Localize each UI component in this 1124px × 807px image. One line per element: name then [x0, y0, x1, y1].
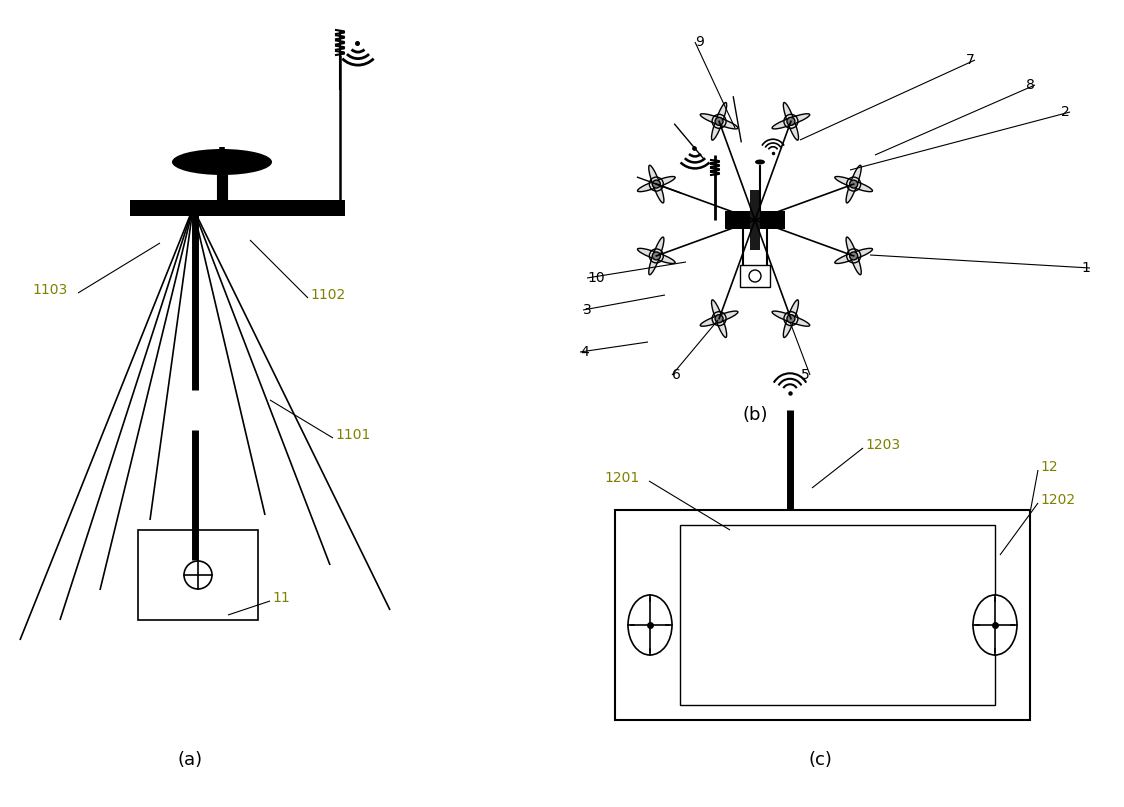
Text: 9: 9 — [695, 35, 704, 49]
Ellipse shape — [628, 595, 672, 655]
Text: 1201: 1201 — [604, 471, 640, 485]
Text: 5: 5 — [801, 368, 810, 382]
Bar — [750, 190, 760, 250]
Ellipse shape — [700, 311, 738, 326]
Circle shape — [787, 117, 795, 125]
Ellipse shape — [711, 102, 727, 140]
Ellipse shape — [755, 160, 765, 165]
Circle shape — [850, 252, 858, 260]
Ellipse shape — [649, 165, 664, 203]
Ellipse shape — [846, 165, 861, 203]
Ellipse shape — [637, 249, 676, 264]
Text: (c): (c) — [808, 751, 832, 769]
Bar — [725, 211, 785, 229]
Ellipse shape — [783, 102, 798, 140]
Text: 1203: 1203 — [865, 438, 900, 452]
Bar — [680, 525, 995, 705]
Text: 1103: 1103 — [31, 283, 67, 297]
Text: (a): (a) — [178, 751, 202, 769]
Ellipse shape — [649, 237, 664, 274]
Ellipse shape — [835, 249, 872, 264]
Bar — [130, 200, 345, 216]
Ellipse shape — [711, 300, 727, 337]
Circle shape — [652, 180, 660, 188]
Text: 11: 11 — [272, 591, 290, 605]
Bar — [615, 510, 1030, 720]
Text: 10: 10 — [587, 271, 605, 285]
Ellipse shape — [772, 114, 809, 129]
Ellipse shape — [749, 270, 761, 282]
Bar — [138, 530, 259, 620]
Text: 1: 1 — [1081, 261, 1090, 275]
Ellipse shape — [637, 177, 676, 192]
Circle shape — [787, 315, 795, 323]
Circle shape — [715, 117, 723, 125]
Circle shape — [652, 252, 660, 260]
Ellipse shape — [846, 237, 861, 274]
Text: (b): (b) — [742, 406, 768, 424]
Text: 6: 6 — [672, 368, 681, 382]
Ellipse shape — [973, 595, 1017, 655]
Bar — [740, 265, 770, 287]
Text: 1101: 1101 — [335, 428, 371, 442]
Text: 4: 4 — [580, 345, 589, 359]
Circle shape — [850, 180, 858, 188]
Text: 8: 8 — [1026, 78, 1035, 92]
Ellipse shape — [172, 149, 272, 175]
Ellipse shape — [835, 177, 872, 192]
Ellipse shape — [772, 311, 809, 326]
Text: 1202: 1202 — [1040, 493, 1076, 507]
Ellipse shape — [783, 300, 798, 337]
Text: 7: 7 — [967, 53, 975, 67]
Text: 3: 3 — [583, 303, 591, 317]
Text: 12: 12 — [1040, 460, 1058, 474]
Circle shape — [715, 315, 723, 323]
Text: 2: 2 — [1061, 105, 1070, 119]
Text: 1102: 1102 — [310, 288, 345, 302]
Ellipse shape — [700, 114, 738, 129]
